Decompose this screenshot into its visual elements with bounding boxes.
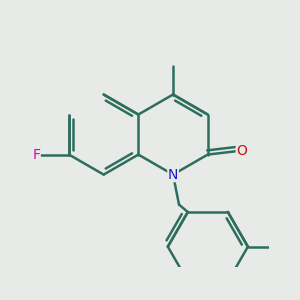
Text: N: N [168,168,178,182]
Text: F: F [32,148,40,162]
Text: O: O [236,144,247,158]
